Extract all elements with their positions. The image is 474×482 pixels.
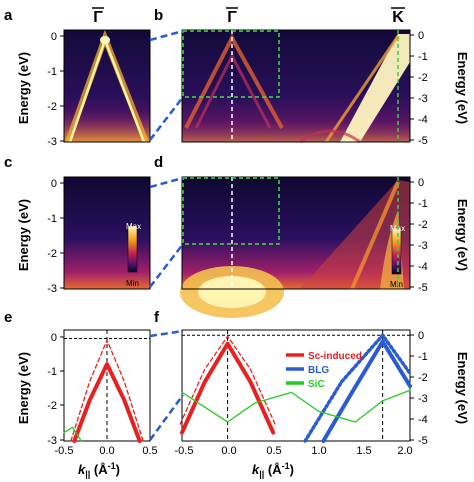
plot-f-frame [181, 329, 411, 442]
panel-e-axis: 0 -1 -2 -3 -0.5 0.0 0.5 [47, 332, 157, 457]
k-label-b: K [392, 9, 404, 26]
xtick-e-2: 0.5 [142, 445, 157, 457]
zoom-line-bottom-c [149, 243, 184, 288]
colorbar-max-c: Max [126, 222, 141, 231]
tick-b-2: -2 [418, 72, 428, 84]
series-e-1 [70, 339, 144, 442]
series-f-4 [181, 389, 411, 423]
plot-e [63, 329, 151, 443]
xtick-f-3: 1.0 [311, 445, 326, 457]
panel-a-image [63, 29, 151, 144]
tick-f-4: -4 [418, 414, 428, 426]
gamma-label-a: Γ [93, 9, 103, 26]
panel-label-d: d [154, 154, 163, 171]
panel-label-a: a [4, 7, 13, 24]
panel-d-image: Max Min [180, 176, 411, 318]
tick-d-4: -4 [418, 261, 428, 273]
xtick-f-1: 0.0 [221, 445, 236, 457]
colorbar-c [127, 225, 138, 273]
xtick-e-0: -0.5 [55, 445, 74, 457]
tick-c-0: 0 [51, 178, 57, 190]
tick-f-1: -1 [418, 351, 428, 363]
energy-label-d: Energy (eV) [455, 199, 470, 271]
tick-b-5: -5 [418, 135, 428, 147]
energy-label-a: Energy (eV) [16, 52, 31, 124]
panel-c-axis: 0 -1 -2 -3 [47, 178, 64, 295]
tick-d-3: -3 [418, 240, 428, 252]
gamma-label-b: Γ [227, 9, 237, 26]
zoom-line-top-e [149, 329, 184, 338]
tick-a-1: -1 [47, 66, 57, 78]
panel-b-image [181, 29, 411, 144]
panel-f-axis: 0 -1 -2 -3 -4 -5 -0.5 0.0 0.5 1.0 1.5 2.… [175, 330, 428, 457]
series-e-0 [72, 362, 142, 443]
tick-a-0: 0 [51, 31, 57, 43]
series-e-2 [63, 426, 82, 442]
zoom-line-top-c [149, 176, 184, 189]
panel-label-f: f [154, 309, 160, 326]
tick-e-3: -3 [47, 435, 57, 447]
legend-label-blg: BLG [308, 365, 329, 376]
tick-e-0: 0 [51, 332, 57, 344]
tick-b-3: -3 [418, 93, 428, 105]
panel-a-axis: 0 -1 -2 -3 [47, 31, 64, 148]
tick-b-4: -4 [418, 114, 428, 126]
xtick-e-1: 0.0 [99, 445, 114, 457]
legend-f: Sc-induced BLG SiC [286, 351, 362, 390]
energy-label-c: Energy (eV) [16, 199, 31, 271]
tick-c-1: -1 [47, 213, 57, 225]
panel-d-axis-right: 0 -1 -2 -3 -4 -5 [410, 177, 428, 294]
k-axis-label-e: k|| (Å-1) [78, 461, 120, 479]
colorbar-min-d: Min [390, 280, 403, 289]
zoom-line-bottom-e [148, 394, 185, 441]
tick-a-3: -3 [47, 136, 57, 148]
zoom-line-bottom-a [149, 96, 184, 141]
tick-a-2: -2 [47, 101, 57, 113]
tick-e-1: -1 [47, 366, 57, 378]
panel-c-image: Max Min [63, 176, 151, 290]
zoom-line-top-a [149, 29, 184, 42]
tick-d-1: -1 [418, 198, 428, 210]
tick-f-0: 0 [418, 330, 424, 342]
xtick-f-0: -0.5 [175, 445, 194, 457]
tick-d-0: 0 [418, 177, 424, 189]
tick-c-2: -2 [47, 248, 57, 260]
plot-f [179, 329, 412, 443]
tick-c-3: -3 [47, 283, 57, 295]
tick-b-1: -1 [418, 51, 428, 63]
series-f-2 [321, 339, 412, 443]
xtick-f-4: 1.5 [356, 445, 371, 457]
xtick-f-5: 2.0 [397, 445, 412, 457]
colorbar-d [391, 227, 402, 275]
colorbar-min-c: Min [126, 279, 139, 288]
tick-e-2: -2 [47, 400, 57, 412]
panel-label-c: c [4, 154, 12, 171]
panel-b-axis-right: 0 -1 -2 -3 -4 -5 [410, 30, 428, 147]
panel-label-b: b [154, 7, 163, 24]
energy-label-b: Energy (eV) [455, 52, 470, 124]
tick-b-0: 0 [418, 30, 424, 42]
legend-label-sc: Sc-induced [308, 351, 362, 362]
series-f-1 [179, 335, 276, 425]
series-f-3 [303, 333, 412, 443]
series-f-0 [180, 341, 276, 435]
tick-f-5: -5 [418, 435, 428, 447]
k-axis-label-f: k|| (Å-1) [252, 461, 294, 479]
legend-label-sic: SiC [308, 379, 325, 390]
tick-f-2: -2 [418, 372, 428, 384]
energy-label-e: Energy (eV) [16, 352, 31, 424]
tick-d-5: -5 [418, 282, 428, 294]
energy-label-f: Energy (eV) [455, 352, 470, 424]
panel-label-e: e [4, 309, 12, 326]
tick-f-3: -3 [418, 393, 428, 405]
xtick-f-2: 0.5 [266, 445, 281, 457]
tick-d-2: -2 [418, 219, 428, 231]
